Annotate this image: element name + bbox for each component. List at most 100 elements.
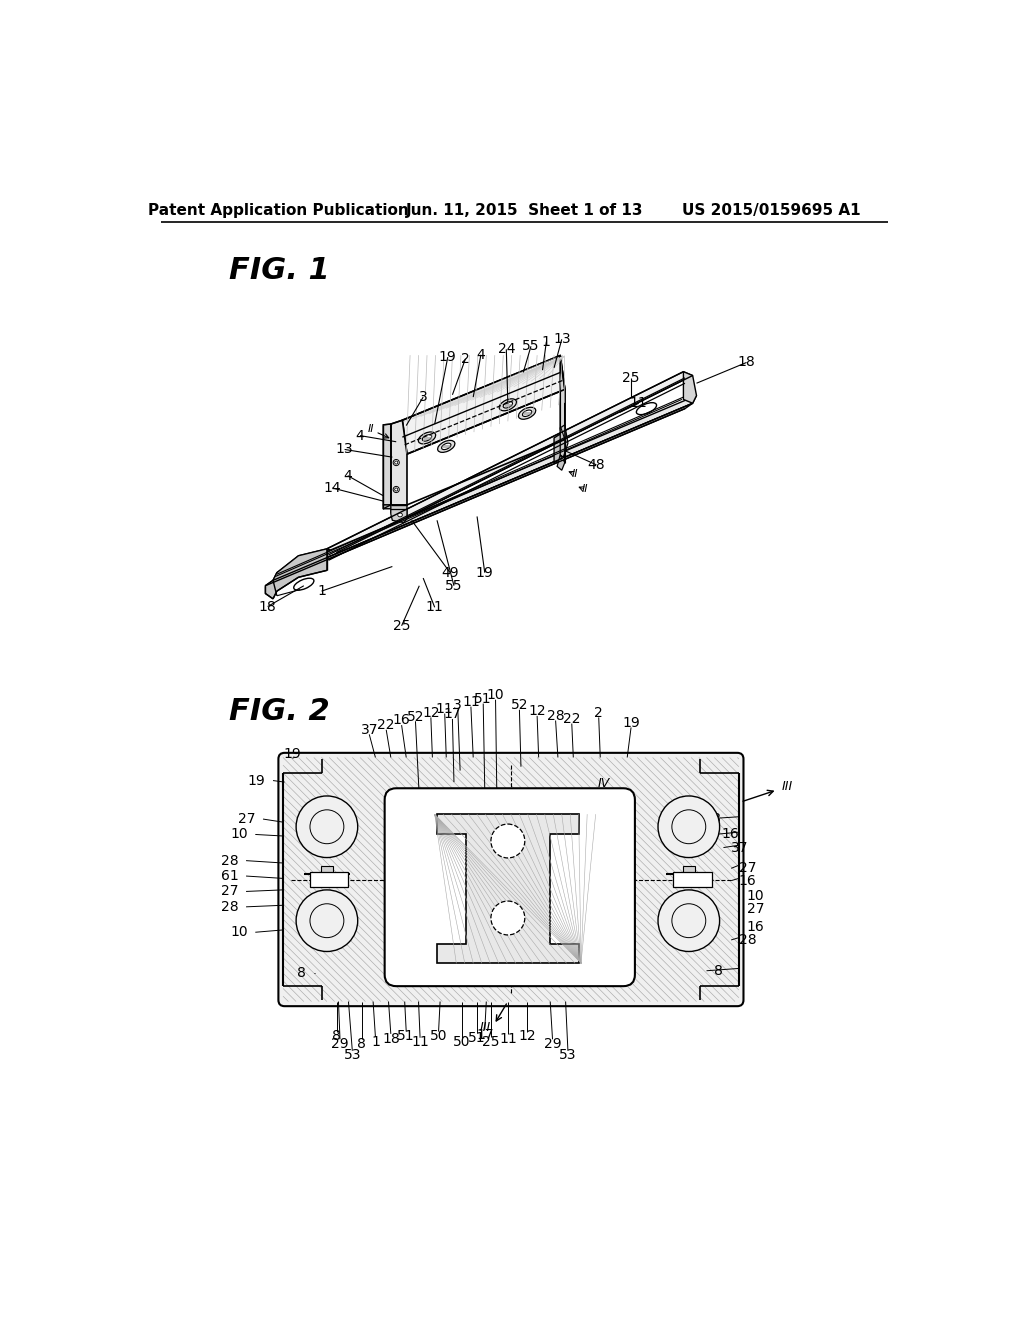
- Text: 37: 37: [360, 723, 378, 737]
- Ellipse shape: [560, 457, 564, 461]
- Polygon shape: [560, 355, 565, 462]
- Text: 18: 18: [259, 599, 276, 614]
- Text: 11: 11: [462, 696, 480, 709]
- Text: 11: 11: [412, 1035, 429, 1049]
- Text: 27: 27: [746, 902, 764, 916]
- Polygon shape: [276, 556, 307, 577]
- Ellipse shape: [419, 432, 435, 444]
- Text: 51: 51: [468, 1031, 485, 1044]
- Circle shape: [490, 902, 525, 935]
- Text: 28: 28: [739, 933, 757, 946]
- Ellipse shape: [397, 513, 402, 517]
- Text: IV: IV: [597, 777, 609, 791]
- Text: 29: 29: [544, 1038, 561, 1051]
- Text: 52: 52: [511, 698, 528, 711]
- Text: 12: 12: [422, 706, 439, 719]
- Polygon shape: [298, 549, 336, 560]
- Ellipse shape: [522, 411, 531, 417]
- Text: 3: 3: [454, 698, 462, 711]
- Text: 19: 19: [284, 747, 301, 760]
- Text: 51: 51: [474, 692, 493, 706]
- Text: FIG. 1: FIG. 1: [229, 256, 330, 285]
- Text: 14: 14: [324, 480, 341, 495]
- Text: II: II: [582, 484, 588, 495]
- Circle shape: [490, 824, 525, 858]
- Text: 2: 2: [594, 706, 603, 719]
- Text: 8: 8: [297, 966, 306, 979]
- Text: 8: 8: [333, 1030, 341, 1043]
- Text: 28: 28: [221, 854, 239, 867]
- Ellipse shape: [500, 399, 516, 411]
- Text: 19: 19: [248, 774, 265, 788]
- Text: 27: 27: [221, 884, 239, 899]
- Ellipse shape: [393, 486, 399, 492]
- Polygon shape: [391, 506, 407, 520]
- Ellipse shape: [518, 408, 536, 420]
- Text: 4: 4: [476, 347, 485, 362]
- Text: 4: 4: [343, 469, 352, 483]
- Text: Patent Application Publication: Patent Application Publication: [148, 203, 409, 218]
- Text: 3: 3: [419, 391, 428, 404]
- Bar: [321, 866, 333, 882]
- Text: 19: 19: [439, 350, 457, 364]
- Bar: [674, 871, 712, 887]
- Text: 16: 16: [393, 714, 411, 727]
- Text: 11: 11: [436, 702, 454, 715]
- Text: 1: 1: [371, 1035, 380, 1048]
- Text: 50: 50: [430, 1030, 447, 1043]
- Text: 19: 19: [476, 566, 494, 579]
- Polygon shape: [560, 425, 568, 457]
- Bar: [683, 866, 695, 882]
- Polygon shape: [273, 396, 696, 581]
- Text: III: III: [479, 1022, 490, 1035]
- Circle shape: [296, 796, 357, 858]
- Text: 28: 28: [547, 709, 564, 723]
- Text: 49: 49: [441, 566, 459, 579]
- Text: 53: 53: [344, 1048, 361, 1063]
- Text: 22: 22: [563, 711, 581, 726]
- Text: 22: 22: [378, 718, 395, 733]
- Text: 25: 25: [623, 371, 640, 385]
- Text: 10: 10: [486, 688, 505, 702]
- Text: 2: 2: [461, 351, 470, 366]
- Text: II: II: [571, 469, 579, 479]
- Text: 12: 12: [518, 1030, 536, 1043]
- Text: 53: 53: [559, 1048, 577, 1063]
- Text: III: III: [781, 780, 793, 793]
- Text: 24: 24: [498, 342, 515, 356]
- Text: 55: 55: [445, 578, 463, 593]
- Text: 27: 27: [238, 812, 255, 826]
- Circle shape: [658, 796, 720, 858]
- Text: 10: 10: [746, 890, 764, 903]
- Polygon shape: [554, 434, 563, 462]
- Text: 29: 29: [331, 1038, 349, 1051]
- Text: 16: 16: [746, 920, 764, 933]
- Polygon shape: [327, 372, 692, 553]
- Text: 8: 8: [714, 964, 723, 978]
- Ellipse shape: [636, 403, 656, 414]
- Polygon shape: [557, 455, 565, 470]
- Polygon shape: [383, 506, 407, 508]
- Text: 48: 48: [588, 458, 605, 471]
- Text: 10: 10: [230, 925, 248, 940]
- Polygon shape: [265, 549, 327, 599]
- Text: 11: 11: [630, 396, 647, 411]
- Text: 18: 18: [737, 355, 756, 370]
- Text: 1: 1: [317, 585, 326, 598]
- Text: 50: 50: [453, 1035, 470, 1049]
- Text: 17: 17: [443, 708, 461, 721]
- Text: FIG. 2: FIG. 2: [229, 697, 330, 726]
- Text: US 2015/0159695 A1: US 2015/0159695 A1: [682, 203, 860, 218]
- Text: 28: 28: [221, 900, 239, 913]
- Circle shape: [658, 890, 720, 952]
- Ellipse shape: [503, 401, 513, 408]
- Polygon shape: [391, 420, 407, 506]
- Text: 25: 25: [393, 619, 411, 632]
- Polygon shape: [391, 510, 407, 523]
- Text: 11: 11: [426, 601, 443, 614]
- Polygon shape: [265, 404, 692, 586]
- Text: 52: 52: [407, 710, 424, 723]
- Ellipse shape: [422, 434, 432, 441]
- Text: 11: 11: [499, 1031, 517, 1045]
- Ellipse shape: [294, 578, 314, 590]
